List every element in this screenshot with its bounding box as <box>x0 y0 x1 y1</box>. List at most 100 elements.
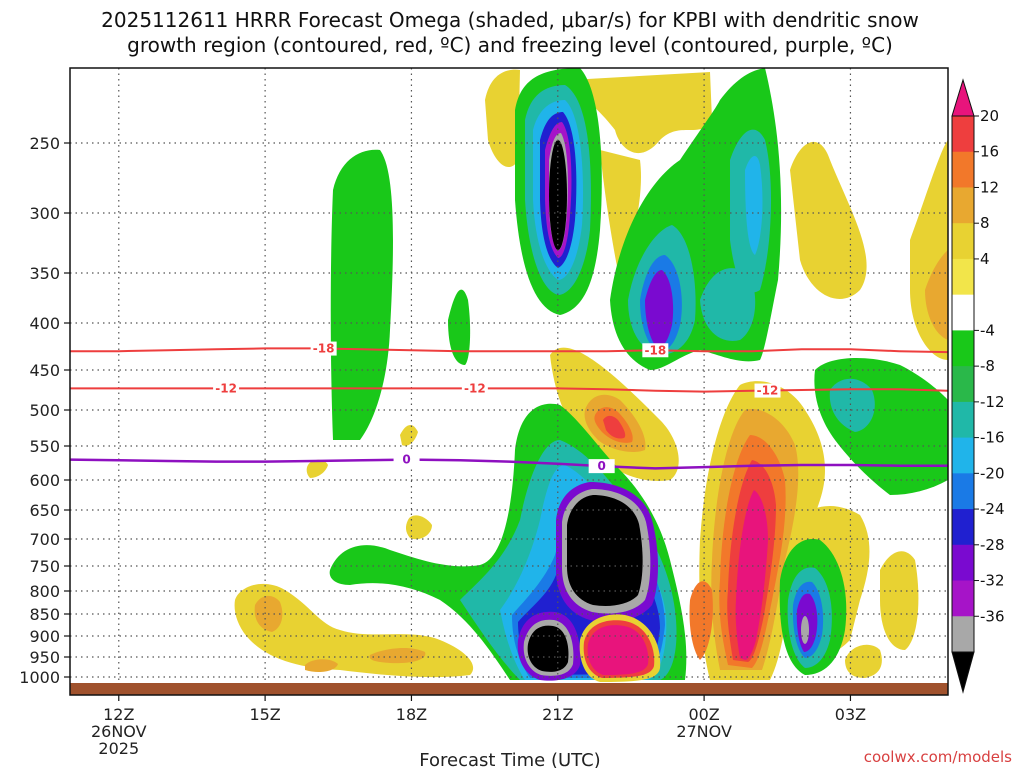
omega-negative-area <box>829 378 875 432</box>
colorbar-bottom-arrow <box>951 651 975 694</box>
x-tick-label: 12Z <box>103 705 134 724</box>
omega-negative-area <box>801 616 809 644</box>
y-tick-label: 450 <box>29 361 60 380</box>
y-tick-label: 750 <box>29 557 60 576</box>
omega-positive-area <box>689 581 713 660</box>
x-tick-label: 2025 <box>98 739 139 758</box>
colorbar-label: -8 <box>980 357 995 375</box>
colorbar-label: -12 <box>980 393 1005 411</box>
omega-positive-area <box>925 250 948 340</box>
colorbar-swatch <box>952 223 974 260</box>
x-tick-label: 15Z <box>249 705 280 724</box>
y-tick-label: 850 <box>29 605 60 624</box>
colorbar-label: -36 <box>980 607 1005 625</box>
colorbar-label: 4 <box>980 250 990 268</box>
chart-title-line1: 2025112611 HRRR Forecast Omega (shaded, … <box>101 8 919 32</box>
contour-label-bg <box>213 381 240 396</box>
contour-freezing-level <box>70 458 948 470</box>
contour-label: -12 <box>464 381 486 395</box>
y-tick-label: 950 <box>29 648 60 667</box>
colorbar-label: -4 <box>980 321 995 339</box>
omega-positive-area <box>735 490 768 660</box>
omega-positive-area <box>306 459 328 478</box>
omega-positive-area <box>603 415 626 439</box>
x-tick-label: 00Z <box>688 705 719 724</box>
colorbar-label: -24 <box>980 500 1005 518</box>
contour-label-bg <box>310 341 337 356</box>
colorbar-swatch <box>952 401 974 439</box>
y-tick-label: 550 <box>29 437 60 456</box>
omega-negative-area <box>645 270 674 348</box>
omega-positive-area <box>880 551 919 650</box>
x-tick-label: 27NOV <box>676 722 732 741</box>
x-tick-label: 18Z <box>396 705 427 724</box>
x-axis-title: Forecast Time (UTC) <box>419 750 600 768</box>
y-tick-label: 900 <box>29 627 60 646</box>
contour-label-bg <box>588 459 615 474</box>
omega-positive-area <box>790 141 867 299</box>
omega-negative-area <box>330 149 393 440</box>
omega-positive-area <box>405 515 432 540</box>
contour-label: -18 <box>313 342 335 356</box>
contour-label-bg <box>461 381 488 396</box>
omega-negative-area <box>745 155 763 255</box>
y-tick-label: 300 <box>29 204 60 223</box>
grid-lines <box>70 68 948 683</box>
colorbar-label: 20 <box>980 107 999 125</box>
x-tick-label: 21Z <box>542 705 573 724</box>
y-tick-label: 700 <box>29 530 60 549</box>
y-tick-label: 250 <box>29 134 60 153</box>
colorbar: 20 16 12 8 4 -4 -8 -12 -16 -20 -24 -28 -32 -36 <box>951 78 1005 694</box>
colorbar-swatch <box>952 330 974 367</box>
chart-title-line2: growth region (contoured, red, ºC) and f… <box>127 33 893 57</box>
contour-label: -12 <box>215 381 237 395</box>
omega-positive-area <box>587 625 649 675</box>
omega-positive-area <box>400 424 418 446</box>
colorbar-swatch <box>952 258 974 296</box>
y-tick-label: 500 <box>29 401 60 420</box>
contour-label: 0 <box>597 459 605 473</box>
x-tick-label: 26NOV <box>91 722 147 741</box>
y-tick-label: 1000 <box>19 668 60 687</box>
colorbar-swatch <box>952 151 974 188</box>
contour-label-bg <box>642 343 669 358</box>
colorbar-label: -20 <box>980 464 1005 482</box>
colorbar-top-arrow <box>951 78 975 117</box>
plot-frame <box>69 67 949 696</box>
contour-label: -12 <box>757 384 779 398</box>
colorbar-swatch <box>952 437 974 474</box>
omega-positive-area <box>845 644 882 678</box>
contour-minus-18c <box>70 347 948 354</box>
contour-label: -18 <box>644 343 666 357</box>
y-axis: 250 300 350 400 450 500 550 600 650 700 750 800 850 9… <box>19 134 70 687</box>
colorbar-swatch <box>952 473 974 510</box>
colorbar-swatch <box>952 187 974 224</box>
omega-positive-area <box>570 72 712 154</box>
colorbar-swatch <box>952 294 974 331</box>
contour-label-bg <box>754 383 781 398</box>
omega-positive-area <box>305 659 338 672</box>
colorbar-swatch <box>952 116 974 153</box>
y-tick-label: 600 <box>29 471 60 490</box>
colorbar-label: -32 <box>980 572 1005 590</box>
colorbar-swatch <box>952 616 974 653</box>
colorbar-swatch <box>952 366 974 403</box>
colorbar-label: 8 <box>980 214 990 232</box>
colorbar-label: 16 <box>980 143 999 161</box>
contour-label: 0 <box>402 453 410 467</box>
colorbar-swatch <box>952 544 974 582</box>
contour-labels: -18 -18 -12 -12 -12 0 0 <box>213 341 781 474</box>
y-tick-label: 650 <box>29 501 60 520</box>
credit-text: coolwx.com/models <box>864 748 1012 766</box>
omega-positive-area <box>600 150 641 280</box>
colorbar-label: -28 <box>980 536 1005 554</box>
ground-strip <box>70 683 948 695</box>
colorbar-swatch <box>952 509 974 546</box>
colorbar-label: -16 <box>980 429 1005 447</box>
contour-label-bg <box>393 452 420 467</box>
y-tick-label: 800 <box>29 582 60 601</box>
omega-extreme-core <box>567 495 643 606</box>
x-tick-label: 03Z <box>835 705 866 724</box>
